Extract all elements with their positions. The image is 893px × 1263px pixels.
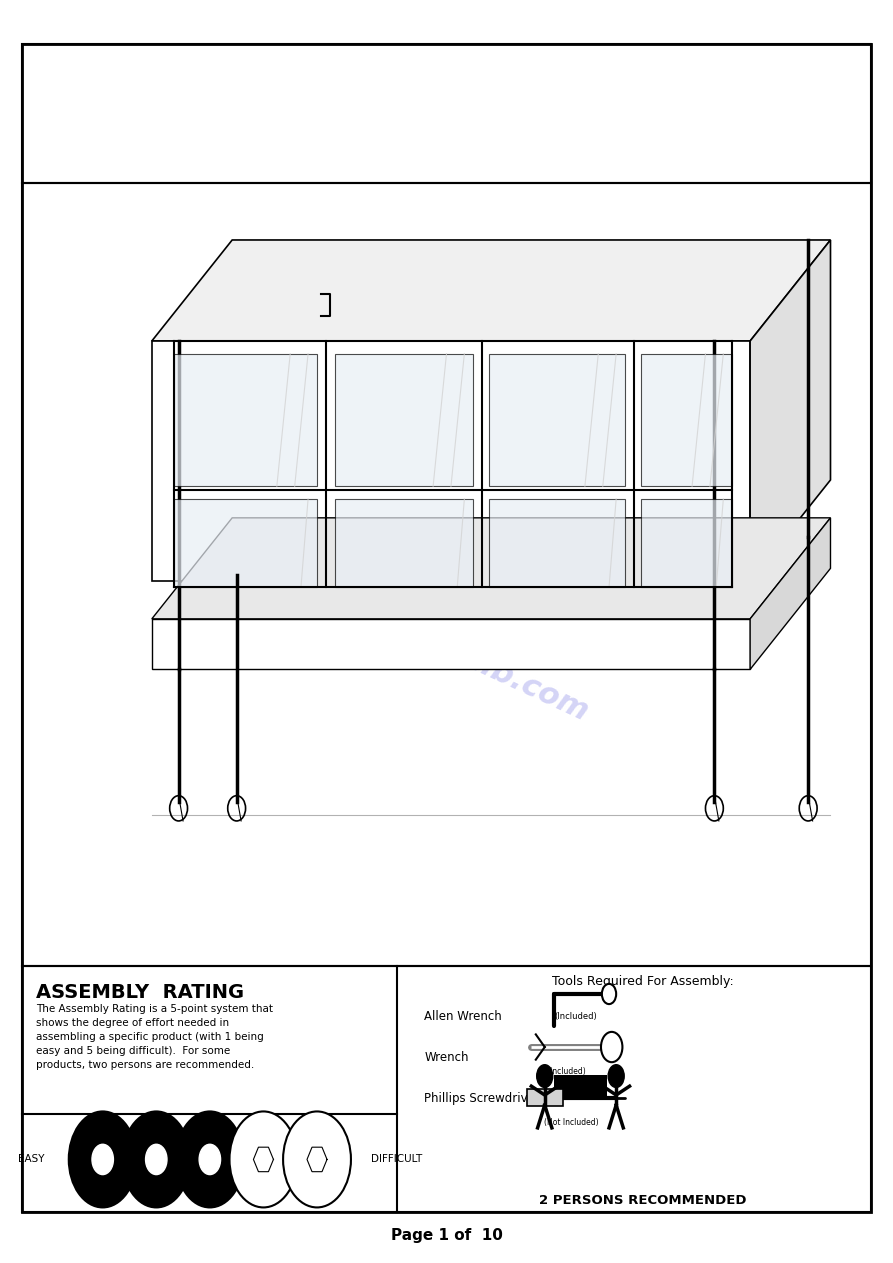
Polygon shape	[489, 499, 625, 587]
Polygon shape	[152, 619, 750, 669]
Circle shape	[602, 984, 616, 1004]
Polygon shape	[335, 499, 473, 587]
Circle shape	[283, 1111, 351, 1207]
Text: (Included): (Included)	[547, 1067, 587, 1076]
Circle shape	[230, 1111, 297, 1207]
Polygon shape	[152, 240, 830, 341]
Bar	[22, 183, 871, 966]
Polygon shape	[152, 341, 750, 581]
Circle shape	[176, 1111, 244, 1207]
Polygon shape	[174, 499, 317, 587]
Text: ASSEMBLY  RATING: ASSEMBLY RATING	[36, 983, 244, 1002]
Text: (Included): (Included)	[555, 1012, 597, 1021]
Polygon shape	[174, 354, 317, 486]
Polygon shape	[489, 354, 625, 486]
Circle shape	[199, 1144, 221, 1175]
Text: Allen Wrench: Allen Wrench	[424, 1010, 502, 1023]
Text: Phillips Screwdriver: Phillips Screwdriver	[424, 1092, 540, 1105]
Circle shape	[69, 1111, 137, 1207]
Polygon shape	[641, 354, 732, 486]
Circle shape	[601, 1032, 622, 1062]
Bar	[554, 1075, 607, 1100]
Polygon shape	[750, 240, 830, 581]
Polygon shape	[641, 499, 732, 587]
Text: Tools Required For Assembly:: Tools Required For Assembly:	[552, 975, 734, 988]
Text: Wrench: Wrench	[424, 1051, 469, 1063]
Text: manualslib.com: manualslib.com	[336, 586, 593, 727]
Polygon shape	[750, 518, 830, 669]
Polygon shape	[335, 354, 473, 486]
Circle shape	[122, 1111, 190, 1207]
Circle shape	[537, 1065, 553, 1087]
Circle shape	[146, 1144, 167, 1175]
Bar	[527, 1089, 563, 1106]
Polygon shape	[152, 518, 830, 619]
Text: EASY: EASY	[18, 1154, 45, 1164]
Bar	[22, 44, 871, 183]
Bar	[22, 966, 871, 1212]
Circle shape	[92, 1144, 113, 1175]
Text: Page 1 of  10: Page 1 of 10	[390, 1228, 503, 1243]
Text: The Assembly Rating is a 5-point system that
shows the degree of effort needed i: The Assembly Rating is a 5-point system …	[36, 1004, 272, 1070]
Circle shape	[608, 1065, 624, 1087]
Text: (Not Included): (Not Included)	[544, 1118, 599, 1127]
Text: DIFFICULT: DIFFICULT	[371, 1154, 421, 1164]
Text: 2 PERSONS RECOMMENDED: 2 PERSONS RECOMMENDED	[539, 1194, 747, 1206]
